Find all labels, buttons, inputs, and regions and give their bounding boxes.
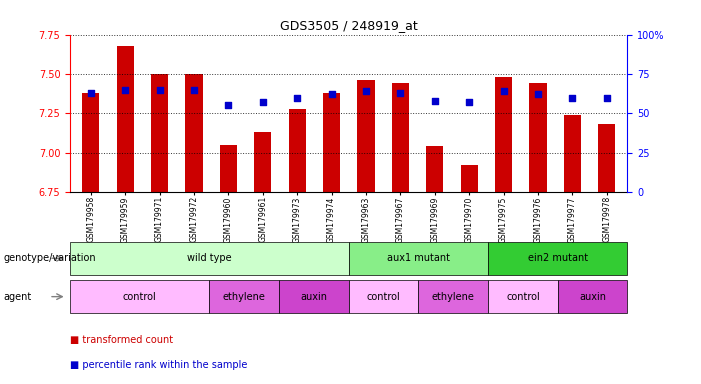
Text: auxin: auxin [579,291,606,302]
Text: auxin: auxin [301,291,327,302]
Text: wild type: wild type [187,253,232,263]
Bar [116,46,134,192]
Text: ■ transformed count: ■ transformed count [70,335,173,345]
Text: aux1 mutant: aux1 mutant [387,253,450,263]
Point [601,94,613,101]
Bar [82,93,100,192]
Bar [461,165,478,192]
Title: GDS3505 / 248919_at: GDS3505 / 248919_at [280,19,418,32]
Point [85,90,96,96]
Text: control: control [367,291,400,302]
Text: control: control [506,291,540,302]
Bar [598,124,615,192]
Point [463,99,475,105]
Bar [564,115,581,192]
Text: ethylene: ethylene [432,291,475,302]
Text: ethylene: ethylene [223,291,266,302]
Point [120,87,131,93]
Bar [254,132,271,192]
Point [189,87,200,93]
Bar [426,146,443,192]
Bar [151,74,168,192]
Point [292,94,303,101]
Bar [358,80,374,192]
Bar [392,83,409,192]
Point [566,94,578,101]
Point [532,91,543,98]
Point [257,99,268,105]
Text: control: control [123,291,156,302]
Text: ■ percentile rank within the sample: ■ percentile rank within the sample [70,360,247,370]
Bar [495,77,512,192]
Bar [323,93,340,192]
Bar [219,145,237,192]
Bar [529,83,547,192]
Point [395,90,406,96]
Bar [289,109,306,192]
Point [429,98,440,104]
Point [154,87,165,93]
Text: genotype/variation: genotype/variation [4,253,96,263]
Text: ein2 mutant: ein2 mutant [528,253,588,263]
Point [360,88,372,94]
Point [498,88,509,94]
Text: agent: agent [4,291,32,302]
Bar [185,74,203,192]
Point [223,103,234,109]
Point [326,91,337,98]
